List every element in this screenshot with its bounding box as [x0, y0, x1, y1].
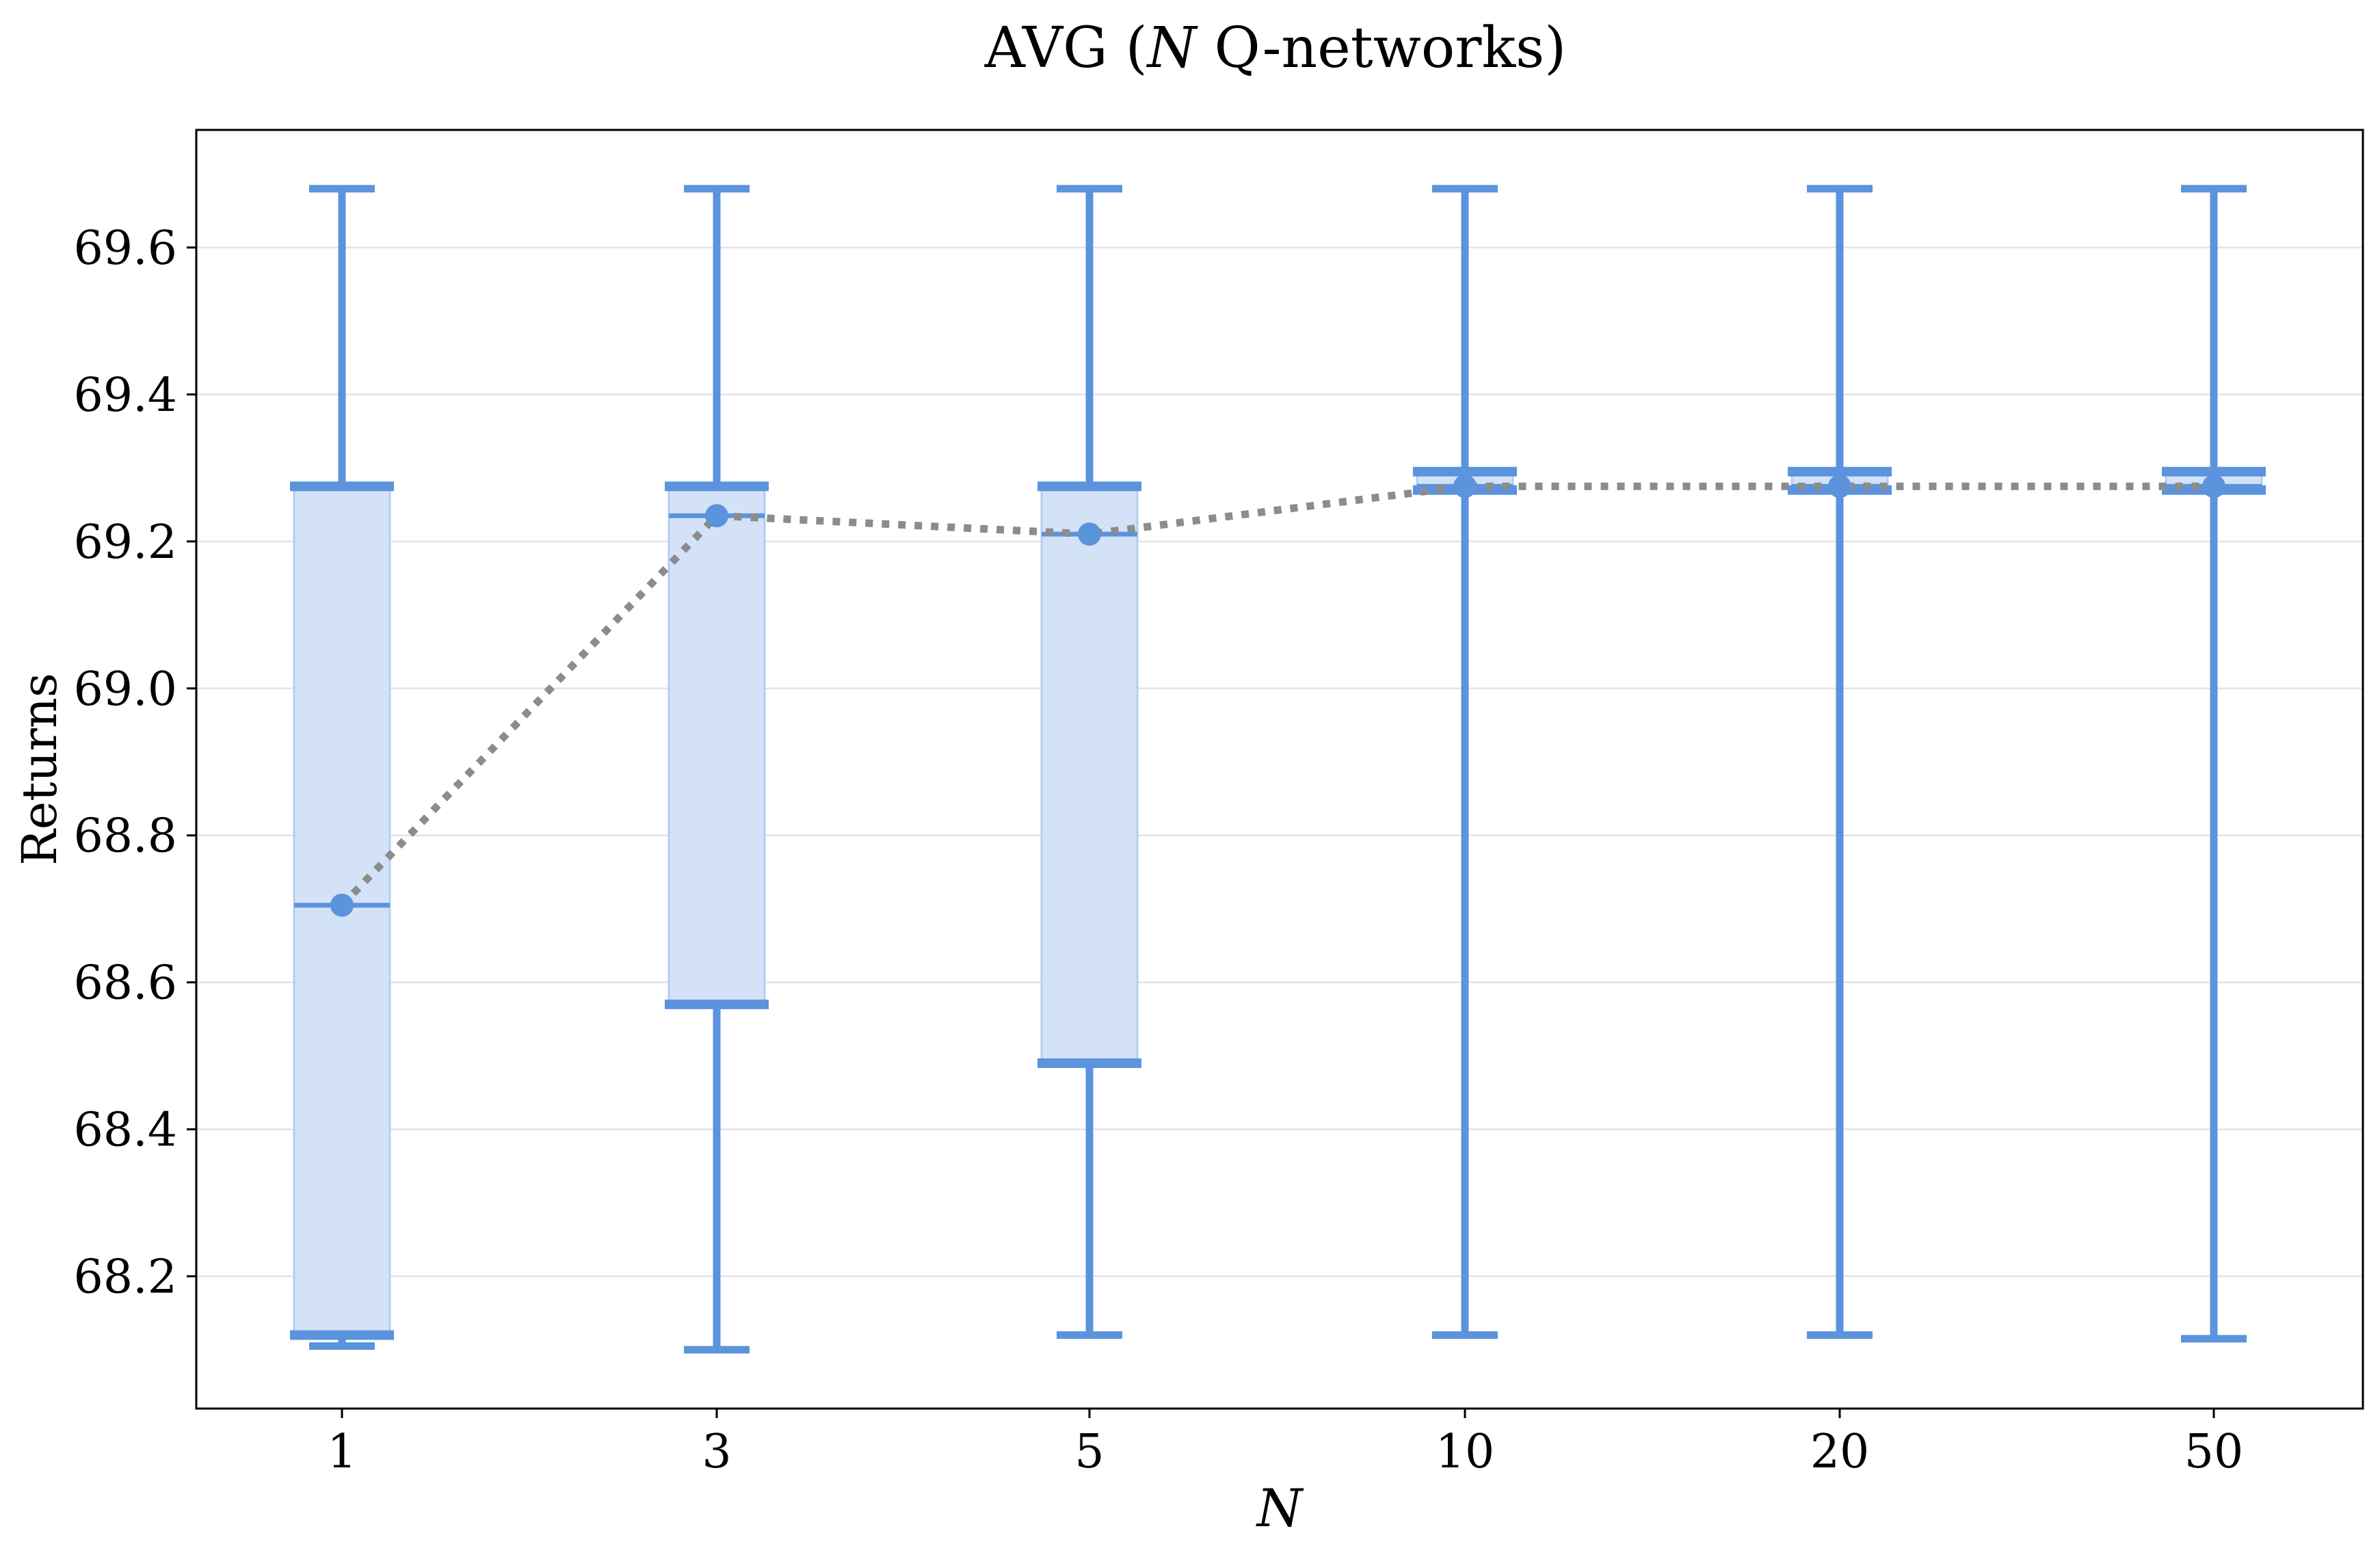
y-tick-label: 69.2 — [74, 516, 177, 570]
x-tick-label: 1 — [327, 1425, 356, 1479]
y-tick-label: 68.8 — [74, 810, 177, 864]
x-tick-label: 50 — [2184, 1425, 2244, 1479]
y-tick-label: 68.4 — [74, 1104, 177, 1158]
title-suffix: Q-networks) — [1196, 16, 1566, 81]
iqr-box — [667, 485, 766, 1006]
x-tick-label: 5 — [1074, 1425, 1104, 1479]
x-tick-label: 3 — [702, 1425, 731, 1479]
x-axis-ticks: 1 3 5 10 20 50 — [327, 1409, 2243, 1479]
y-tick-label: 69.0 — [74, 663, 177, 717]
chart-title: AVG (N Q-networks) — [984, 16, 1566, 81]
boxes-layer — [290, 185, 2266, 1354]
plot-area-frame — [195, 129, 2364, 1410]
mean-point — [1078, 522, 1101, 546]
mean-layer — [330, 475, 2225, 917]
mean-point — [2202, 475, 2225, 498]
y-axis-label: Returns — [12, 673, 68, 866]
mean-point — [705, 504, 728, 528]
y-tick-label: 68.6 — [74, 957, 177, 1011]
x-tick-label: 10 — [1436, 1425, 1495, 1479]
y-tick-label: 69.6 — [74, 222, 177, 276]
grid-lines — [196, 246, 2363, 1277]
mean-trend-line — [339, 482, 2214, 908]
x-axis-label: N — [1256, 1478, 1304, 1538]
title-n-symbol: N — [1146, 16, 1199, 81]
y-tick-label: 68.2 — [74, 1251, 177, 1305]
x-tick-label: 20 — [1810, 1425, 1870, 1479]
y-axis-ticks: 68.2 68.4 68.6 68.8 69.0 69.2 69.4 69.6 — [74, 222, 196, 1305]
mean-point — [330, 893, 354, 917]
title-prefix: AVG ( — [984, 16, 1148, 81]
y-tick-label: 69.4 — [74, 369, 177, 423]
iqr-box — [1040, 485, 1139, 1065]
mean-point — [1453, 475, 1477, 498]
mean-point — [1828, 475, 1851, 498]
